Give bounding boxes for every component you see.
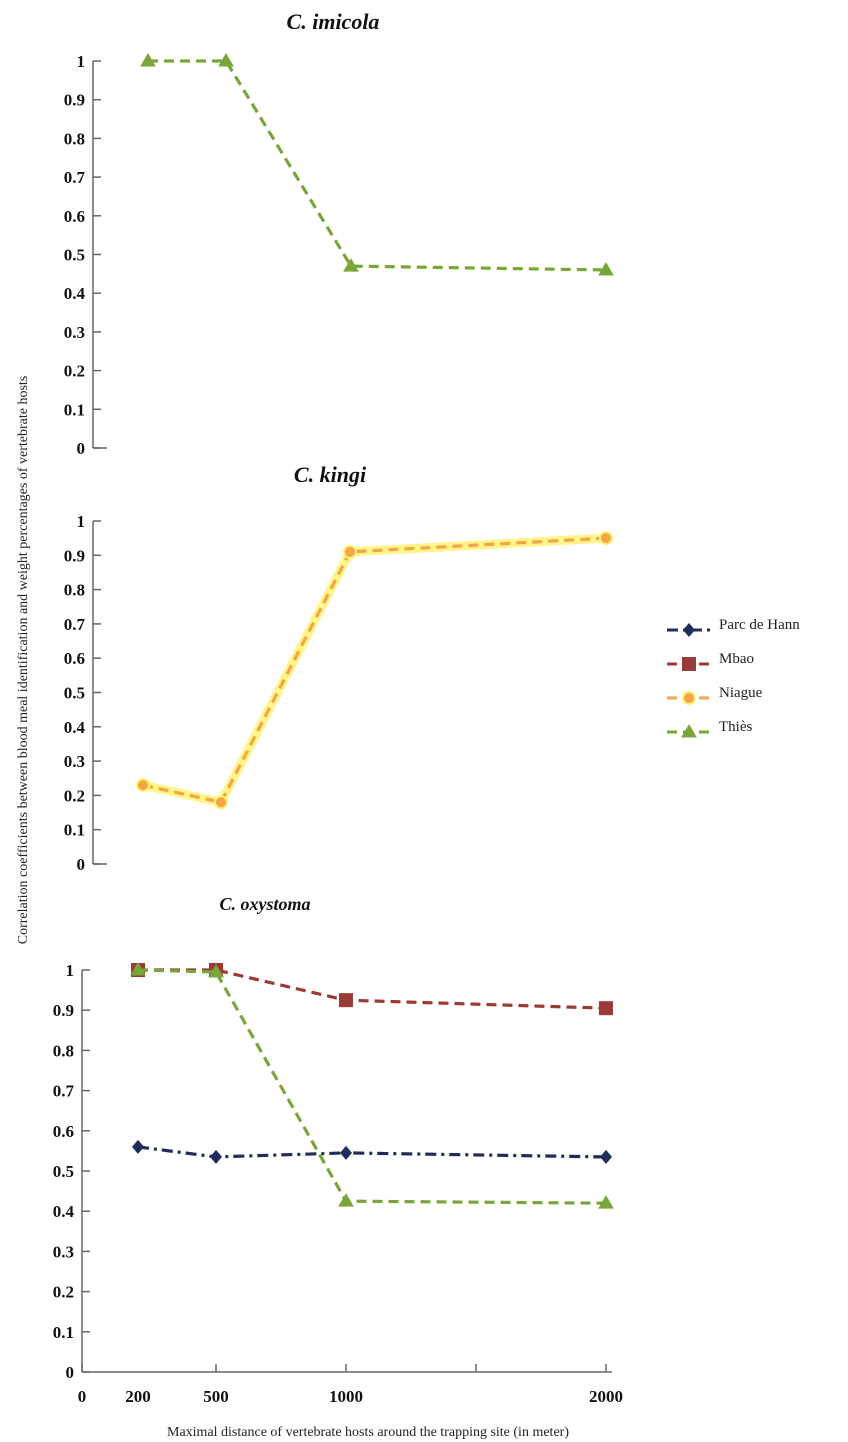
data-point: [140, 53, 156, 67]
y-tick-label: 0: [77, 855, 86, 874]
legend-label: Parc de Hann: [719, 617, 800, 633]
y-tick-label: 0.4: [53, 1202, 75, 1221]
y-tick-label: 1: [66, 961, 75, 980]
y-axis-label: Correlation coefficients between blood m…: [16, 376, 31, 944]
legend-marker: [682, 657, 696, 671]
data-point: [132, 1139, 144, 1154]
y-tick-label: 0.3: [64, 752, 85, 771]
y-tick-label: 0.3: [64, 323, 85, 342]
data-point: [343, 544, 357, 559]
y-tick-label: 0.4: [64, 284, 86, 303]
y-tick-label: 0.6: [64, 207, 85, 226]
data-point: [340, 1145, 352, 1160]
y-tick-label: 0.1: [64, 821, 85, 840]
y-tick-label: 1: [77, 52, 86, 71]
y-tick-label: 0: [66, 1363, 75, 1382]
y-tick-label: 0.6: [53, 1122, 74, 1141]
y-tick-label: 0.5: [53, 1162, 74, 1181]
panel-c-oxystoma: C. oxystoma 0 0.1 0.2 0.3 0.4 0.5 0.6 0.7 0.8 0.9 1…: [53, 894, 623, 1406]
data-point: [136, 778, 150, 793]
x-axis-label: Maximal distance of vertebrate hosts aro…: [167, 1425, 569, 1440]
series-thies: [140, 53, 614, 276]
data-point: [130, 962, 146, 976]
legend: Parc de Hann Mbao Niague Thiès: [667, 617, 800, 738]
y-tick-label: 0.1: [53, 1323, 74, 1342]
data-point: [214, 795, 228, 810]
y-tick-label: 0.7: [64, 615, 86, 634]
data-point: [598, 261, 614, 276]
x-tick-label: 2000: [589, 1387, 623, 1406]
panel-title: C. imicola: [287, 9, 380, 34]
y-tick-label: 1: [77, 512, 86, 531]
y-tick-label: 0.6: [64, 649, 85, 668]
y-tick-label: 0.2: [64, 786, 85, 805]
legend-entry-parc-de-hann: Parc de Hann: [667, 617, 800, 637]
y-tick-label: 0.8: [64, 581, 85, 600]
data-point: [598, 1195, 614, 1209]
data-point: [343, 258, 359, 272]
y-tick-label: 0.7: [64, 168, 86, 187]
x-tick-label: 1000: [329, 1387, 363, 1406]
series-thies: [130, 962, 614, 1209]
series-parc-de-hann: [132, 1139, 612, 1164]
y-tick-label: 0.5: [64, 684, 85, 703]
legend-label: Thiès: [719, 719, 752, 735]
data-point: [599, 531, 613, 546]
legend-marker: [683, 623, 695, 637]
panel-title: C. kingi: [294, 462, 367, 487]
y-tick-label: 0.9: [53, 1001, 74, 1020]
y-tick-label: 0.1: [64, 400, 85, 419]
legend-entry-mbao: Mbao: [667, 651, 754, 671]
data-point: [210, 1149, 222, 1164]
panel-c-imicola: C. imicola 0 0.1 0.2 0.3 0.4 0.5 0.6 0.7 0.8 0.9 1: [64, 9, 614, 458]
panel-c-kingi: C. kingi 0 0.1 0.2 0.3 0.4 0.5 0.6 0.7 0.8 0.9 1: [64, 462, 613, 874]
data-point: [338, 1193, 354, 1207]
x-tick-label: 0: [78, 1387, 87, 1406]
data-point: [208, 964, 224, 978]
data-point: [599, 1001, 613, 1016]
y-tick-label: 0.8: [53, 1041, 74, 1060]
chart-panels: C. imicola00.10.20.30.40.50.60.70.80.91C…: [53, 9, 623, 1406]
y-tick-label: 0.9: [64, 546, 85, 565]
y-tick-label: 0.8: [64, 129, 85, 148]
series-line: [148, 59, 607, 272]
x-tick-label: 500: [203, 1387, 229, 1406]
y-tick-label: 0.5: [64, 246, 85, 265]
legend-entry-thies: Thiès: [667, 719, 752, 738]
y-tick-label: 0.4: [64, 718, 86, 737]
legend-entry-niague: Niague: [667, 685, 763, 705]
data-point: [218, 53, 234, 67]
legend-label: Mbao: [719, 651, 754, 667]
series-glow: [142, 533, 607, 807]
legend-label: Niague: [719, 685, 763, 701]
legend-marker: [681, 724, 697, 738]
panel-title: C. oxystoma: [219, 894, 310, 914]
y-tick-label: 0.3: [53, 1242, 74, 1261]
y-tick-label: 0.2: [53, 1283, 74, 1302]
series-line: [137, 1145, 607, 1159]
x-tick-label: 200: [125, 1387, 151, 1406]
data-point: [339, 993, 353, 1008]
data-point: [600, 1149, 612, 1164]
legend-marker: [682, 691, 696, 705]
series-line: [142, 536, 607, 805]
series-niague: [136, 531, 613, 810]
series-line: [137, 968, 607, 1205]
y-tick-label: 0.9: [64, 91, 85, 110]
y-tick-label: 0: [77, 439, 86, 458]
series-line: [138, 968, 607, 1010]
y-tick-label: 0.2: [64, 362, 85, 381]
y-tick-label: 0.7: [53, 1082, 75, 1101]
